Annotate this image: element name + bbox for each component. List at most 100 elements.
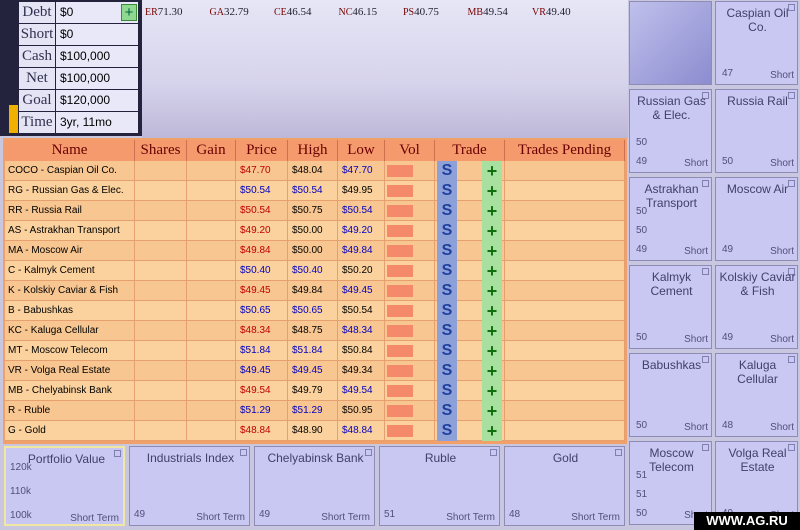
stock-tile[interactable]: Kolskiy Caviar & Fish 49 Short (715, 265, 798, 349)
sell-button[interactable]: S (437, 221, 457, 241)
ticker-item: MB49.54 (468, 6, 508, 22)
sell-button[interactable]: S (437, 301, 457, 321)
sell-button[interactable]: S (437, 341, 457, 361)
tile-term: Short (684, 246, 708, 257)
cell-divider (384, 321, 385, 341)
sell-button[interactable]: S (437, 281, 457, 301)
buy-button[interactable]: + (482, 341, 502, 361)
tile-title: Moscow Air (726, 182, 789, 196)
chart-panel[interactable]: Chelyabinsk Bank 49 Short Term (254, 446, 375, 526)
buy-button[interactable]: + (482, 281, 502, 301)
buy-button[interactable]: + (482, 361, 502, 381)
sell-button[interactable]: S (437, 261, 457, 281)
panel-axis-label: 49 (259, 509, 271, 520)
cell-divider (235, 381, 236, 401)
volume-bar (387, 205, 413, 217)
cell-divider (235, 321, 236, 341)
panel-axis-label: 110k (10, 486, 31, 497)
sell-button[interactable]: S (437, 241, 457, 261)
low-cell: $49.54 (342, 385, 373, 396)
cell-divider (134, 281, 135, 301)
cell-divider (287, 381, 288, 401)
price-cell: $50.54 (240, 205, 271, 216)
buy-button[interactable]: + (482, 241, 502, 261)
sell-button[interactable]: S (437, 401, 457, 421)
chart-panel[interactable]: Portfolio Value 120k 110k 100k Short Term (4, 446, 125, 526)
stock-tile[interactable]: Astrakhan Transport 50 50 49 Short (629, 177, 712, 261)
volume-bar (387, 285, 413, 297)
chart-panel[interactable]: Gold 48 Short Term (504, 446, 625, 526)
stock-tile[interactable]: Kaluga Cellular 48 Short (715, 353, 798, 437)
high-cell: $49.79 (292, 385, 323, 396)
cell-divider (384, 241, 385, 261)
buy-button[interactable]: + (482, 301, 502, 321)
stock-tile[interactable]: Russia Rail 50 Short (715, 89, 798, 173)
cell-divider (287, 201, 288, 221)
account-value: $0 (56, 2, 138, 23)
cell-divider (235, 361, 236, 381)
cell-divider (434, 361, 435, 381)
tile-icon (788, 92, 795, 99)
buy-button[interactable]: + (482, 261, 502, 281)
cell-divider (337, 321, 338, 341)
volume-bar (387, 425, 413, 437)
sell-button[interactable]: S (437, 421, 457, 441)
high-cell: $48.04 (292, 165, 323, 176)
cell-divider (504, 361, 505, 381)
buy-button[interactable]: + (482, 381, 502, 401)
chart-panel[interactable]: Ruble 51 Short Term (379, 446, 500, 526)
ticker-price: 32.79 (223, 6, 249, 18)
account-label: Time (19, 112, 55, 133)
sell-button[interactable]: S (437, 181, 457, 201)
stock-tile[interactable]: Babushkas 50 Short (629, 353, 712, 437)
tile-axis-label: 47 (722, 68, 734, 79)
column-header: Low (338, 140, 385, 161)
cell-divider (134, 321, 135, 341)
buy-button[interactable]: + (482, 321, 502, 341)
account-label: Goal (19, 90, 55, 111)
stock-name: G - Gold (8, 425, 46, 436)
tile-axis-label: 50 (636, 225, 648, 236)
account-value: 3yr, 11mo (56, 112, 138, 133)
low-cell: $49.95 (342, 185, 373, 196)
tile-term: Short (684, 158, 708, 169)
table-row (5, 181, 625, 201)
stock-tile[interactable]: Russian Gas & Elec. 50 49 Short (629, 89, 712, 173)
stock-tile[interactable]: Caspian Oil Co. 47 Short (715, 1, 798, 85)
buy-button[interactable]: + (482, 421, 502, 441)
sell-button[interactable]: S (437, 201, 457, 221)
table-row (5, 241, 625, 261)
stock-tile[interactable] (629, 1, 712, 85)
debt-button[interactable]: + (121, 4, 137, 21)
stock-tile[interactable]: Kalmyk Cement 50 Short (629, 265, 712, 349)
buy-button[interactable]: + (482, 201, 502, 221)
cell-divider (337, 381, 338, 401)
stock-name: KC - Kaluga Cellular (8, 325, 99, 336)
stock-tile[interactable]: Moscow Air 49 Short (715, 177, 798, 261)
cell-divider (504, 381, 505, 401)
high-cell: $50.75 (292, 205, 323, 216)
tile-axis-label: 51 (636, 489, 648, 500)
sell-button[interactable]: S (437, 361, 457, 381)
cell-divider (384, 381, 385, 401)
low-cell: $50.20 (342, 265, 373, 276)
buy-button[interactable]: + (482, 221, 502, 241)
sell-button[interactable]: S (437, 381, 457, 401)
cell-divider (384, 281, 385, 301)
ticker-item: GA32.79 (210, 6, 249, 22)
cell-divider (186, 161, 187, 181)
ticker-symbol: NC (338, 7, 353, 18)
stock-name: COCO - Caspian Oil Co. (8, 165, 117, 176)
buy-button[interactable]: + (482, 161, 502, 181)
cell-divider (434, 301, 435, 321)
buy-button[interactable]: + (482, 401, 502, 421)
sell-button[interactable]: S (437, 161, 457, 181)
high-cell: $50.65 (292, 305, 323, 316)
tile-title: Babushkas (641, 358, 702, 372)
panel-axis-label: 49 (134, 509, 146, 520)
column-header: Shares (135, 140, 187, 161)
sell-button[interactable]: S (437, 321, 457, 341)
stock-tile[interactable]: Moscow Telecom515150Short (629, 441, 712, 525)
buy-button[interactable]: + (482, 181, 502, 201)
chart-panel[interactable]: Industrials Index 49 Short Term (129, 446, 250, 526)
